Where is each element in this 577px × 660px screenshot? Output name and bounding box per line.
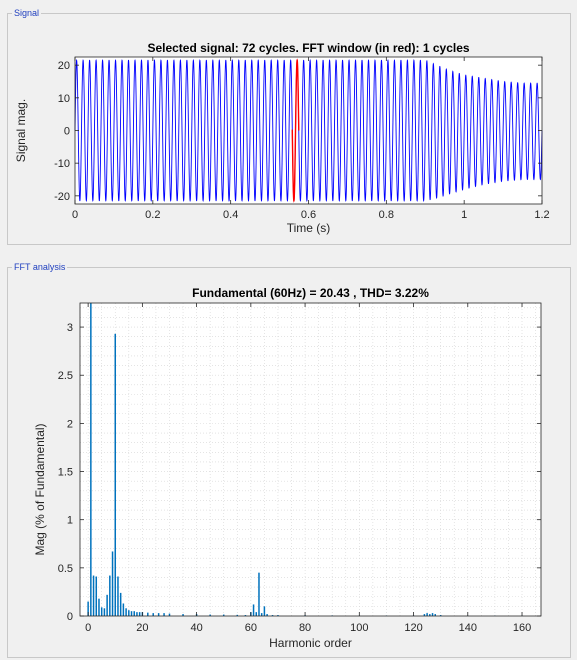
fft-bar [271, 615, 274, 616]
signal-series-line [74, 59, 543, 202]
fft-bar [222, 614, 225, 616]
x-tick-label: 80 [299, 622, 311, 634]
x-tick-label: 140 [459, 622, 477, 634]
y-tick-label: 20 [58, 60, 70, 72]
y-tick-label: 0 [67, 611, 73, 623]
x-tick-label: 0.8 [379, 209, 394, 221]
fft-bar [87, 601, 89, 616]
fft-bar [260, 613, 263, 616]
fft-plot-title: Fundamental (60Hz) = 20.43 , THD= 3.22% [192, 286, 429, 300]
x-tick-label: 1.2 [534, 209, 549, 221]
fft-bar [133, 611, 135, 616]
x-tick-label: 1 [461, 209, 467, 221]
fft-bar [92, 575, 95, 616]
y-tick-label: -10 [54, 158, 70, 170]
fft-bar [136, 612, 138, 616]
fft-panel-legend: FFT analysis [12, 261, 68, 273]
x-tick-label: 0 [72, 209, 78, 221]
fft-bar [168, 613, 171, 616]
fft-bar [138, 612, 141, 616]
fft-bar [95, 576, 98, 616]
x-tick-label: 100 [350, 622, 368, 634]
fft-bar [263, 606, 266, 616]
fft-bar [426, 613, 428, 616]
fft-panel: FFT analysis 0 20 40 60 80 100 120 140 160 0 0.5 1 1… [7, 261, 571, 658]
y-tick-label: 1 [67, 515, 73, 527]
fft-bar [163, 613, 165, 616]
fft-bar [147, 612, 149, 616]
y-tick-label: 2 [67, 418, 73, 430]
fft-bar [103, 608, 106, 616]
fft-bar [258, 572, 260, 616]
fft-bar [157, 613, 160, 616]
y-tick-label: 3 [67, 322, 73, 334]
y-tick-label: 1.5 [58, 467, 73, 479]
fft-y-axis-label: Mag (% of Fundamental) [33, 423, 47, 555]
fft-bar [431, 613, 434, 616]
x-tick-label: 0 [85, 622, 91, 634]
fft-bar [117, 576, 119, 616]
fft-plot-frame [79, 302, 542, 617]
x-tick-label: 0.6 [301, 209, 316, 221]
fft-bar [266, 614, 268, 616]
fft-x-axis-label: Harmonic order [269, 636, 352, 650]
x-tick-label: 60 [245, 622, 257, 634]
x-tick-label: 160 [513, 622, 531, 634]
fft-plot: 0 20 40 60 80 100 120 140 160 0 0.5 1 1.5 2 2.5 3 Fundam… [33, 286, 542, 650]
signal-x-axis-label: Time (s) [287, 221, 331, 235]
fft-bar [128, 610, 130, 616]
x-tick-label: 0.4 [223, 209, 238, 221]
fft-window-line [291, 58, 300, 203]
x-tick-label: 120 [404, 622, 422, 634]
y-tick-label: -20 [54, 191, 70, 203]
fft-bar [114, 333, 117, 616]
fft-bar [100, 607, 103, 616]
signal-panel-legend: Signal [12, 7, 42, 19]
fft-bar [111, 551, 114, 616]
y-tick-label: 2.5 [58, 370, 73, 382]
fft-bar [236, 614, 239, 616]
fft-bar [122, 603, 125, 616]
fft-bar [209, 614, 211, 616]
fft-bar [130, 611, 133, 616]
fft-bar [152, 613, 154, 616]
signal-plot: 0 0.2 0.4 0.6 0.8 1 1.2 -20 -10 0 10 20 Selected sig… [14, 41, 550, 235]
fft-bar [106, 594, 108, 616]
fft-bar [252, 604, 255, 616]
x-tick-label: 0.2 [145, 209, 160, 221]
signal-y-axis-label: Signal mag. [14, 99, 28, 162]
fft-bar [90, 303, 92, 616]
fft-bar [434, 614, 436, 616]
y-tick-label: 10 [58, 93, 70, 105]
y-tick-label: 0.5 [58, 563, 73, 575]
fft-bar [429, 614, 431, 616]
fft-bar [109, 575, 111, 616]
fft-bar [277, 615, 279, 616]
fft-bar [255, 612, 258, 616]
fft-bar [244, 615, 247, 616]
fft-bar [439, 615, 442, 616]
fft-bar [423, 614, 426, 616]
signal-plot-title: Selected signal: 72 cycles. FFT window (… [147, 41, 469, 55]
fft-plot-area [80, 303, 541, 616]
x-tick-label: 20 [136, 622, 148, 634]
fft-bar [98, 598, 100, 616]
fft-bar [119, 592, 122, 616]
x-tick-label: 40 [190, 622, 202, 634]
y-tick-label: 0 [64, 126, 70, 138]
fft-bar [125, 608, 127, 616]
fft-bar [182, 614, 184, 616]
signal-panel: Signal 0 0.2 0.4 0.6 0.8 1 1.2 -20 -10 0 10 20 Selec… [7, 7, 571, 245]
